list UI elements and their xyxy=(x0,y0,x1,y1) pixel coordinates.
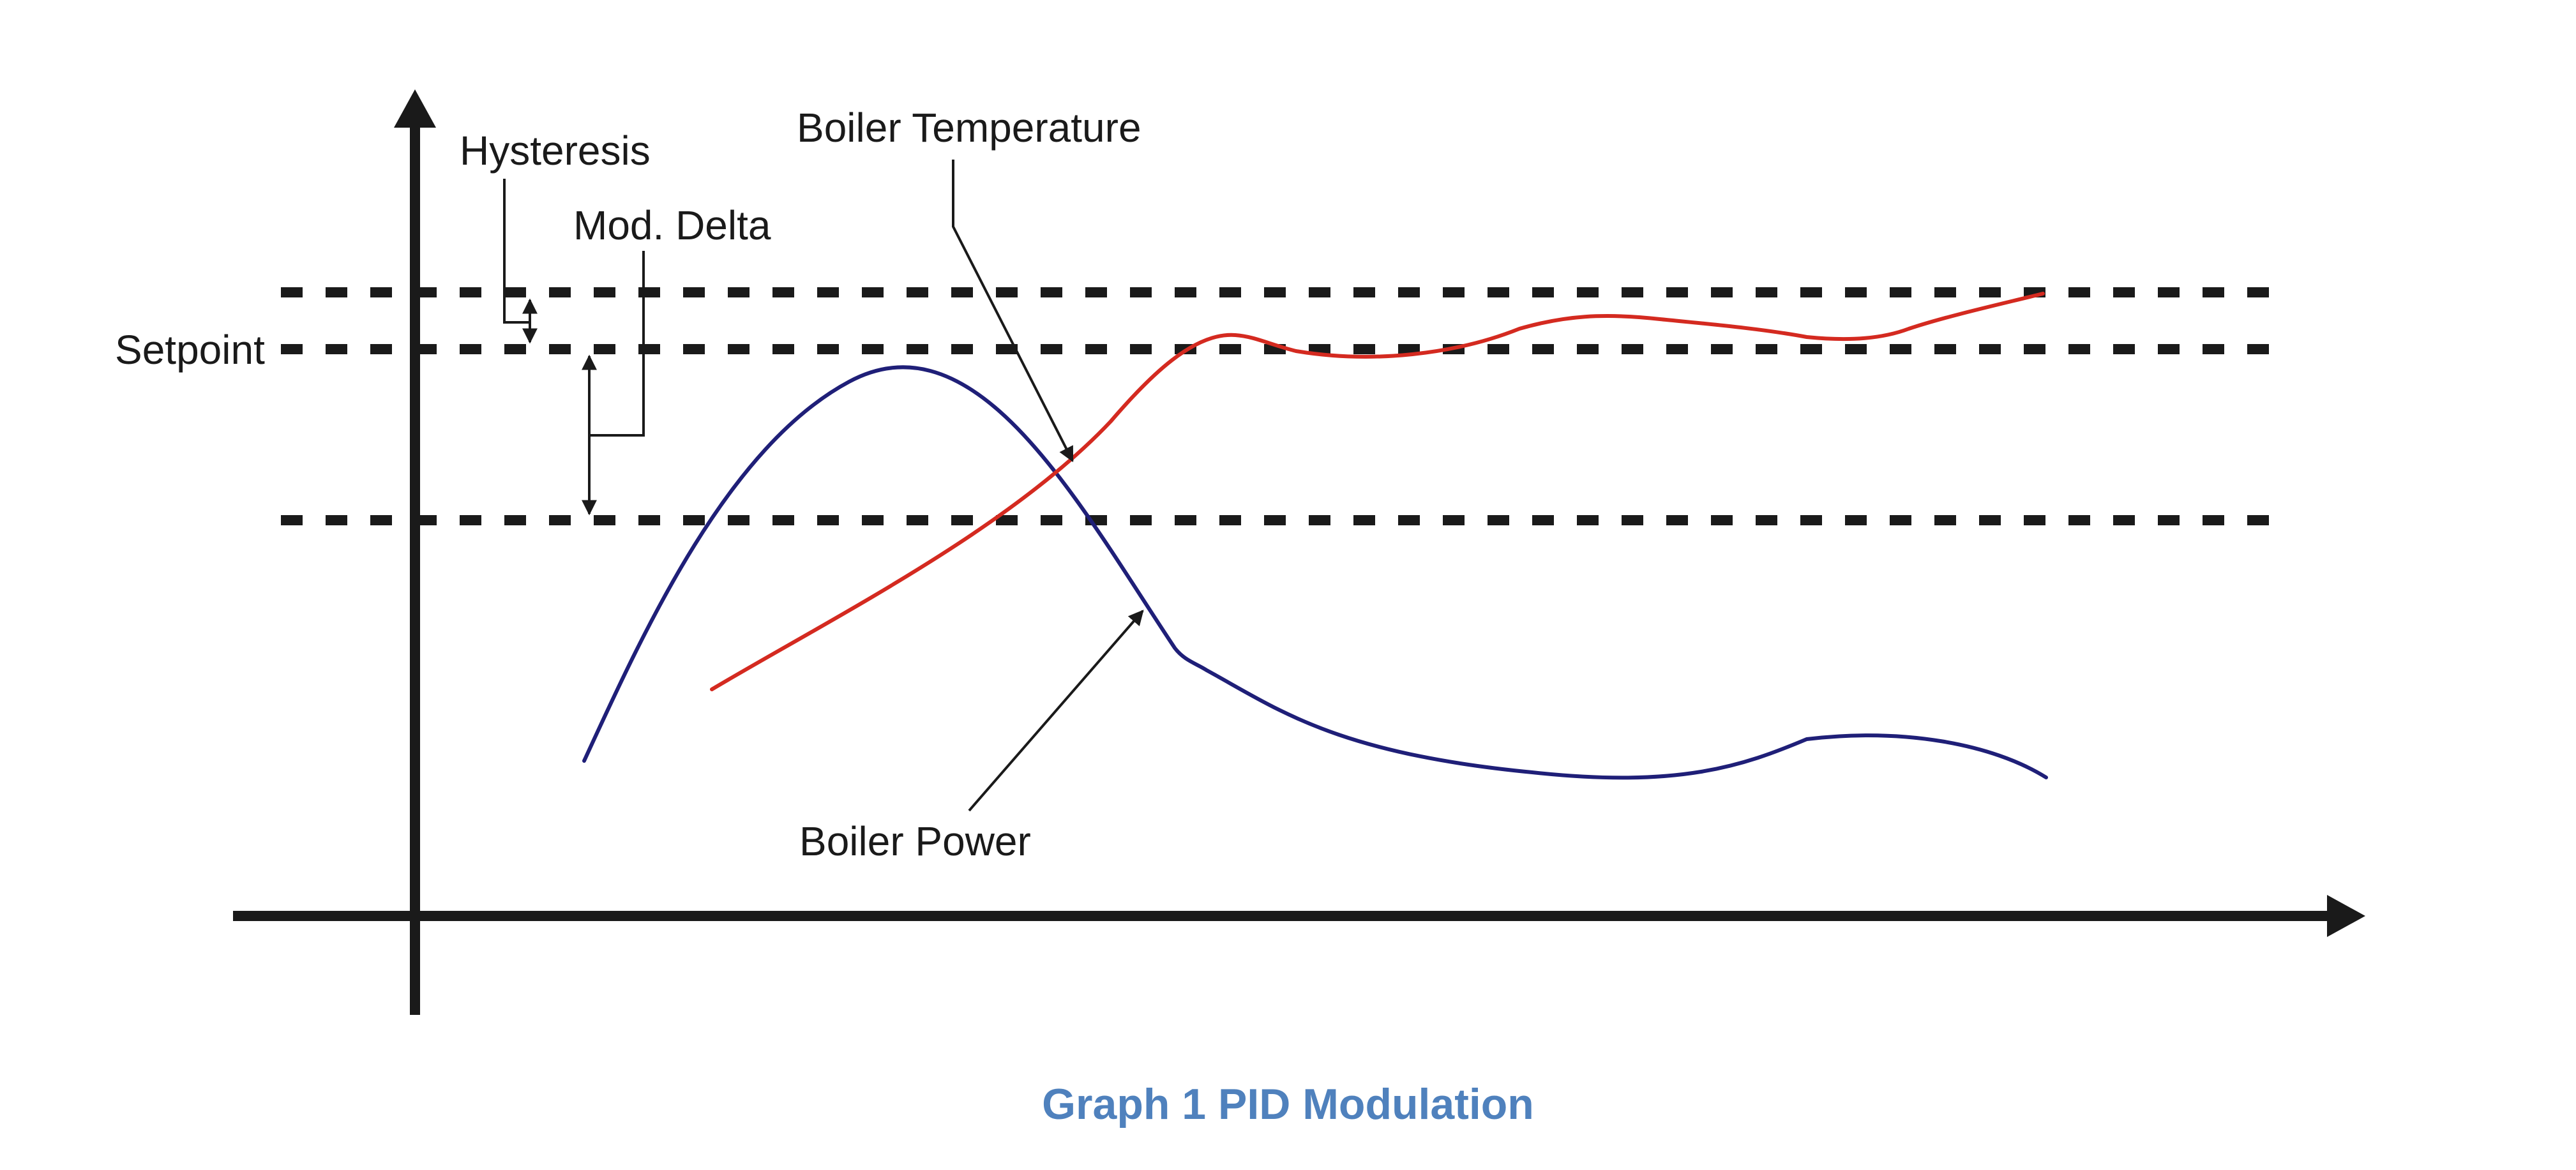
hysteresis-label: Hysteresis xyxy=(460,128,651,174)
figure-caption: Graph 1 PID Modulation xyxy=(1042,1080,1534,1129)
hysteresis-leader xyxy=(503,179,530,324)
setpoint-label: Setpoint xyxy=(115,327,265,373)
boiler-temperature-curve xyxy=(710,292,2045,691)
mod-delta-leader xyxy=(589,251,645,437)
mod-delta-label: Mod. Delta xyxy=(573,202,771,248)
boiler-temperature-label: Boiler Temperature xyxy=(797,105,1141,151)
boiler-power-curve xyxy=(582,365,2048,780)
boiler-power-label: Boiler Power xyxy=(799,818,1031,864)
boiler-power-leader xyxy=(968,610,1144,812)
x-axis-arrowhead xyxy=(2327,895,2365,937)
boiler-temperature-leader xyxy=(952,160,1074,463)
y-axis-arrowhead xyxy=(394,89,436,128)
